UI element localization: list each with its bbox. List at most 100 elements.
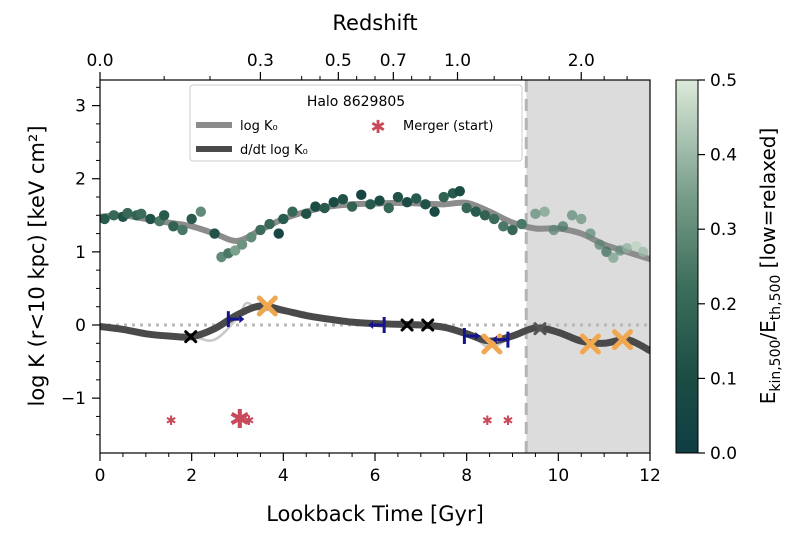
legend: Halo 8629805 log K₀ d/dt log K₀ ✱ Merger… — [189, 84, 523, 162]
scatter-point — [195, 206, 207, 217]
orange-x-marker — [256, 295, 278, 317]
orange-x-marker-stroke-b — [579, 333, 601, 355]
scatter-point — [365, 199, 376, 210]
scatter-point — [287, 206, 298, 217]
x-tick-label: 8 — [461, 466, 472, 486]
merger-star-marker: ✱ — [166, 414, 177, 429]
scatter-point — [230, 245, 241, 256]
scatter-point — [122, 207, 133, 219]
y-tick-label: 3 — [75, 97, 86, 117]
y-tick-label: 0 — [75, 316, 86, 336]
black-x-marker — [400, 318, 414, 332]
x-tick-label: 12 — [639, 466, 661, 486]
colorbar-label: Ekin,500/Eth,500 [low=relaxed] — [756, 128, 784, 405]
scatter-point — [186, 213, 197, 225]
scatter-point — [420, 199, 431, 210]
scatter-point — [100, 213, 110, 225]
scatter-point — [328, 196, 339, 208]
blue-caret-marker — [491, 331, 510, 348]
merger-star-marker: ✱ — [229, 405, 251, 435]
scatter-point — [246, 232, 257, 243]
scatter-point — [557, 221, 569, 232]
x-axis-label: Lookback Time [Gyr] — [266, 502, 484, 526]
legend-entry-logk: log K₀ — [240, 119, 278, 134]
scatter-point — [438, 191, 449, 203]
scatter-point — [145, 213, 156, 225]
merger-star-marker: ✱ — [482, 414, 493, 429]
orange-x-marker-stroke-b — [612, 329, 633, 351]
top-tick-label: 0.7 — [380, 51, 407, 71]
scatter-point — [356, 189, 367, 201]
scatter-point — [470, 206, 482, 217]
scatter-point — [608, 252, 619, 263]
scatter-point — [454, 185, 465, 197]
scatter-point — [337, 194, 349, 205]
colorbar-tick-label: 0.3 — [710, 220, 737, 240]
scatter-point — [136, 208, 147, 220]
scatter-point — [637, 246, 649, 258]
x-tick-label: 0 — [95, 466, 106, 486]
colorbar-tick-label: 0.0 — [710, 444, 737, 464]
black-x-marker-stroke-b — [400, 318, 414, 332]
scatter-point — [631, 240, 642, 252]
y-axis-label: log K (r<10 kpc) [keV cm²] — [25, 125, 49, 406]
scatter-point — [168, 221, 179, 232]
scatter-point — [576, 213, 587, 225]
legend-entry-merger: Merger (start) — [403, 119, 493, 134]
scatter-point — [411, 193, 422, 204]
scatter-point — [429, 206, 440, 217]
scatter-point — [601, 246, 612, 258]
blue-caret-head — [475, 331, 481, 340]
scatter-point — [346, 201, 358, 212]
legend-entry-dlogk: d/dt log K₀ — [240, 143, 308, 158]
orange-x-marker-stroke-b — [256, 295, 278, 317]
scatter-point — [255, 224, 266, 236]
blue-caret-marker — [226, 311, 245, 328]
x-tick-label: 4 — [278, 466, 289, 486]
scatter-point — [594, 239, 605, 250]
merger-star-marker: ✱ — [244, 414, 255, 429]
colorbar-tick-label: 0.5 — [710, 71, 737, 91]
black-x-marker-stroke-b — [184, 330, 198, 344]
grey-x-marker-stroke-b — [533, 322, 547, 336]
scatter-point — [278, 213, 289, 225]
merger-star-marker: ✱ — [502, 414, 513, 429]
blue-caret-head — [239, 315, 245, 324]
top-tick-label: 1.0 — [444, 51, 471, 71]
x-tick-label: 10 — [548, 466, 570, 486]
legend-swatch-merger: ✱ — [370, 117, 385, 138]
scatter-point — [319, 202, 330, 214]
top-tick-label: 0.5 — [325, 51, 352, 71]
orange-x-marker — [579, 333, 601, 355]
scatter-point — [461, 202, 472, 214]
colorbar — [675, 79, 699, 454]
scatter-point — [383, 202, 394, 214]
blue-caret-marker — [368, 317, 386, 334]
scatter-point — [539, 206, 550, 217]
black-x-marker-stroke-b — [421, 318, 435, 332]
blue-caret-marker — [462, 327, 481, 344]
scatter-point — [108, 210, 119, 221]
scatter-point — [374, 195, 385, 206]
y-tick-label: 1 — [75, 243, 86, 263]
top-tick-label: 2.0 — [568, 51, 595, 71]
scatter-point — [177, 224, 188, 236]
y-tick-label: −1 — [61, 389, 86, 409]
blue-caret-head — [368, 321, 374, 330]
scatter-point — [158, 210, 170, 221]
scatter-point — [401, 196, 413, 208]
scatter-point — [301, 208, 312, 220]
top-tick-label: 0.0 — [86, 51, 113, 71]
scatter-point — [488, 213, 500, 225]
scatter-point — [566, 210, 578, 221]
x-tick-label: 6 — [370, 466, 381, 486]
scatter-point — [236, 239, 248, 250]
orange-x-marker — [612, 329, 633, 351]
scatter-point — [498, 221, 509, 232]
scatter-point — [585, 228, 596, 239]
scatter-point — [530, 208, 541, 220]
top-axis-label: Redshift — [332, 11, 417, 35]
blue-caret-head — [491, 335, 497, 344]
top-tick-label: 0.3 — [247, 51, 274, 71]
